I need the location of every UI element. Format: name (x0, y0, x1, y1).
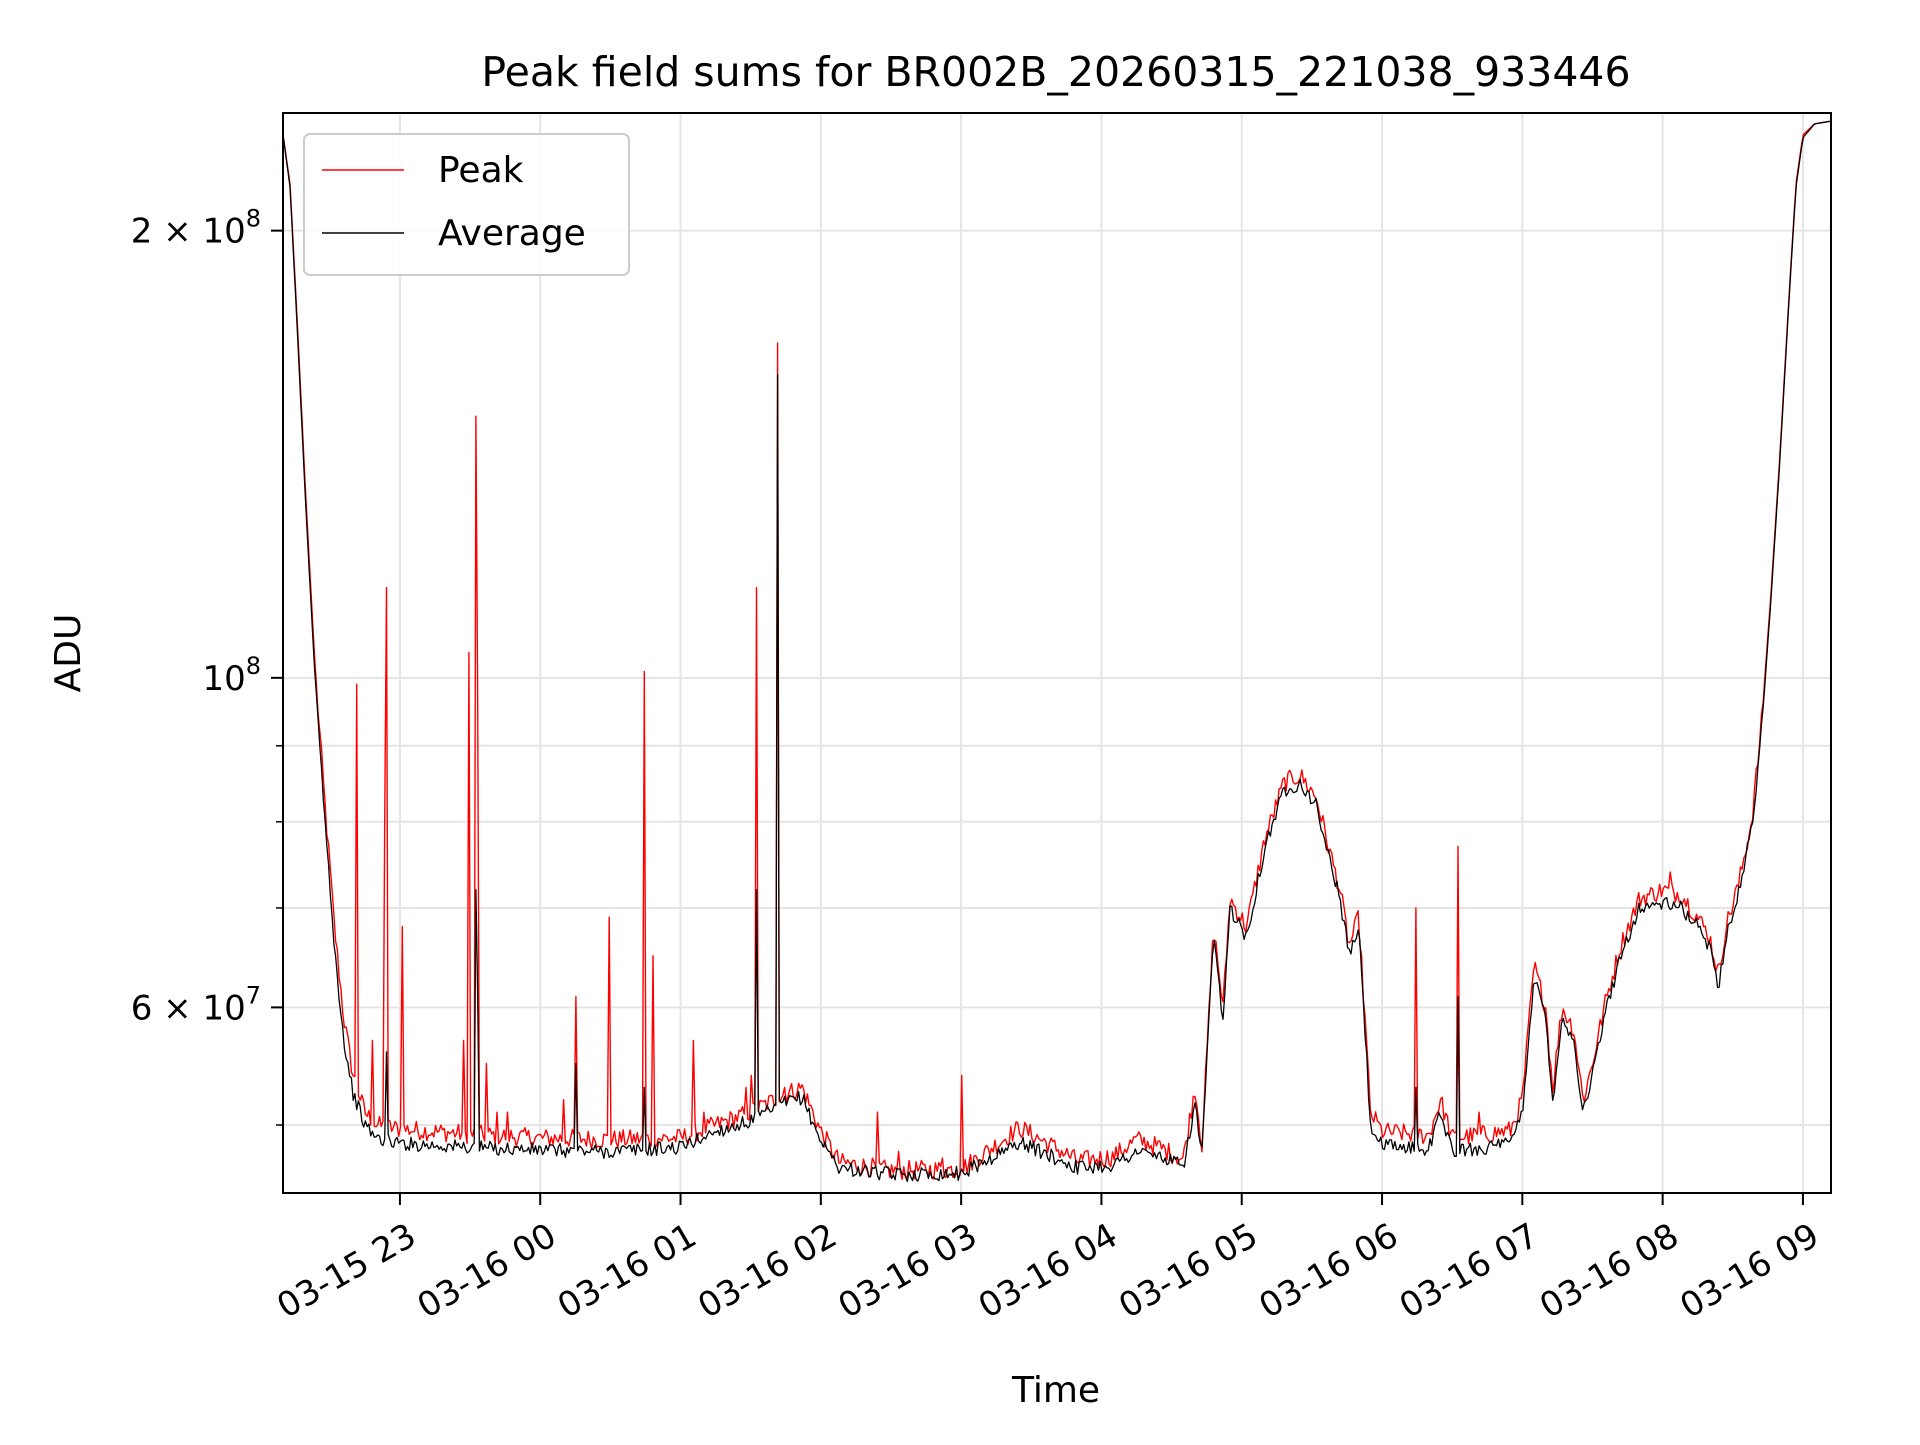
legend-label-peak: Peak (438, 150, 524, 191)
series-line-peak (282, 120, 1830, 1181)
x-axis-label: Time (1011, 1370, 1100, 1411)
legend: Peak Average (303, 133, 630, 276)
y-tick-label-0: 108 (202, 652, 261, 699)
y-tick-label-2: 6 × 107 (131, 981, 261, 1028)
legend-label-average: Average (438, 213, 586, 254)
series-line-average (282, 120, 1830, 1183)
grid-lines (283, 113, 1831, 1193)
plot-area-frame (282, 112, 1832, 1194)
series-lines (282, 120, 1830, 1183)
y-axis-label: ADU (48, 614, 89, 693)
chart-title: Peak field sums for BR002B_20260315_2210… (481, 48, 1630, 96)
y-tick-label-1: 2 × 108 (131, 205, 261, 252)
